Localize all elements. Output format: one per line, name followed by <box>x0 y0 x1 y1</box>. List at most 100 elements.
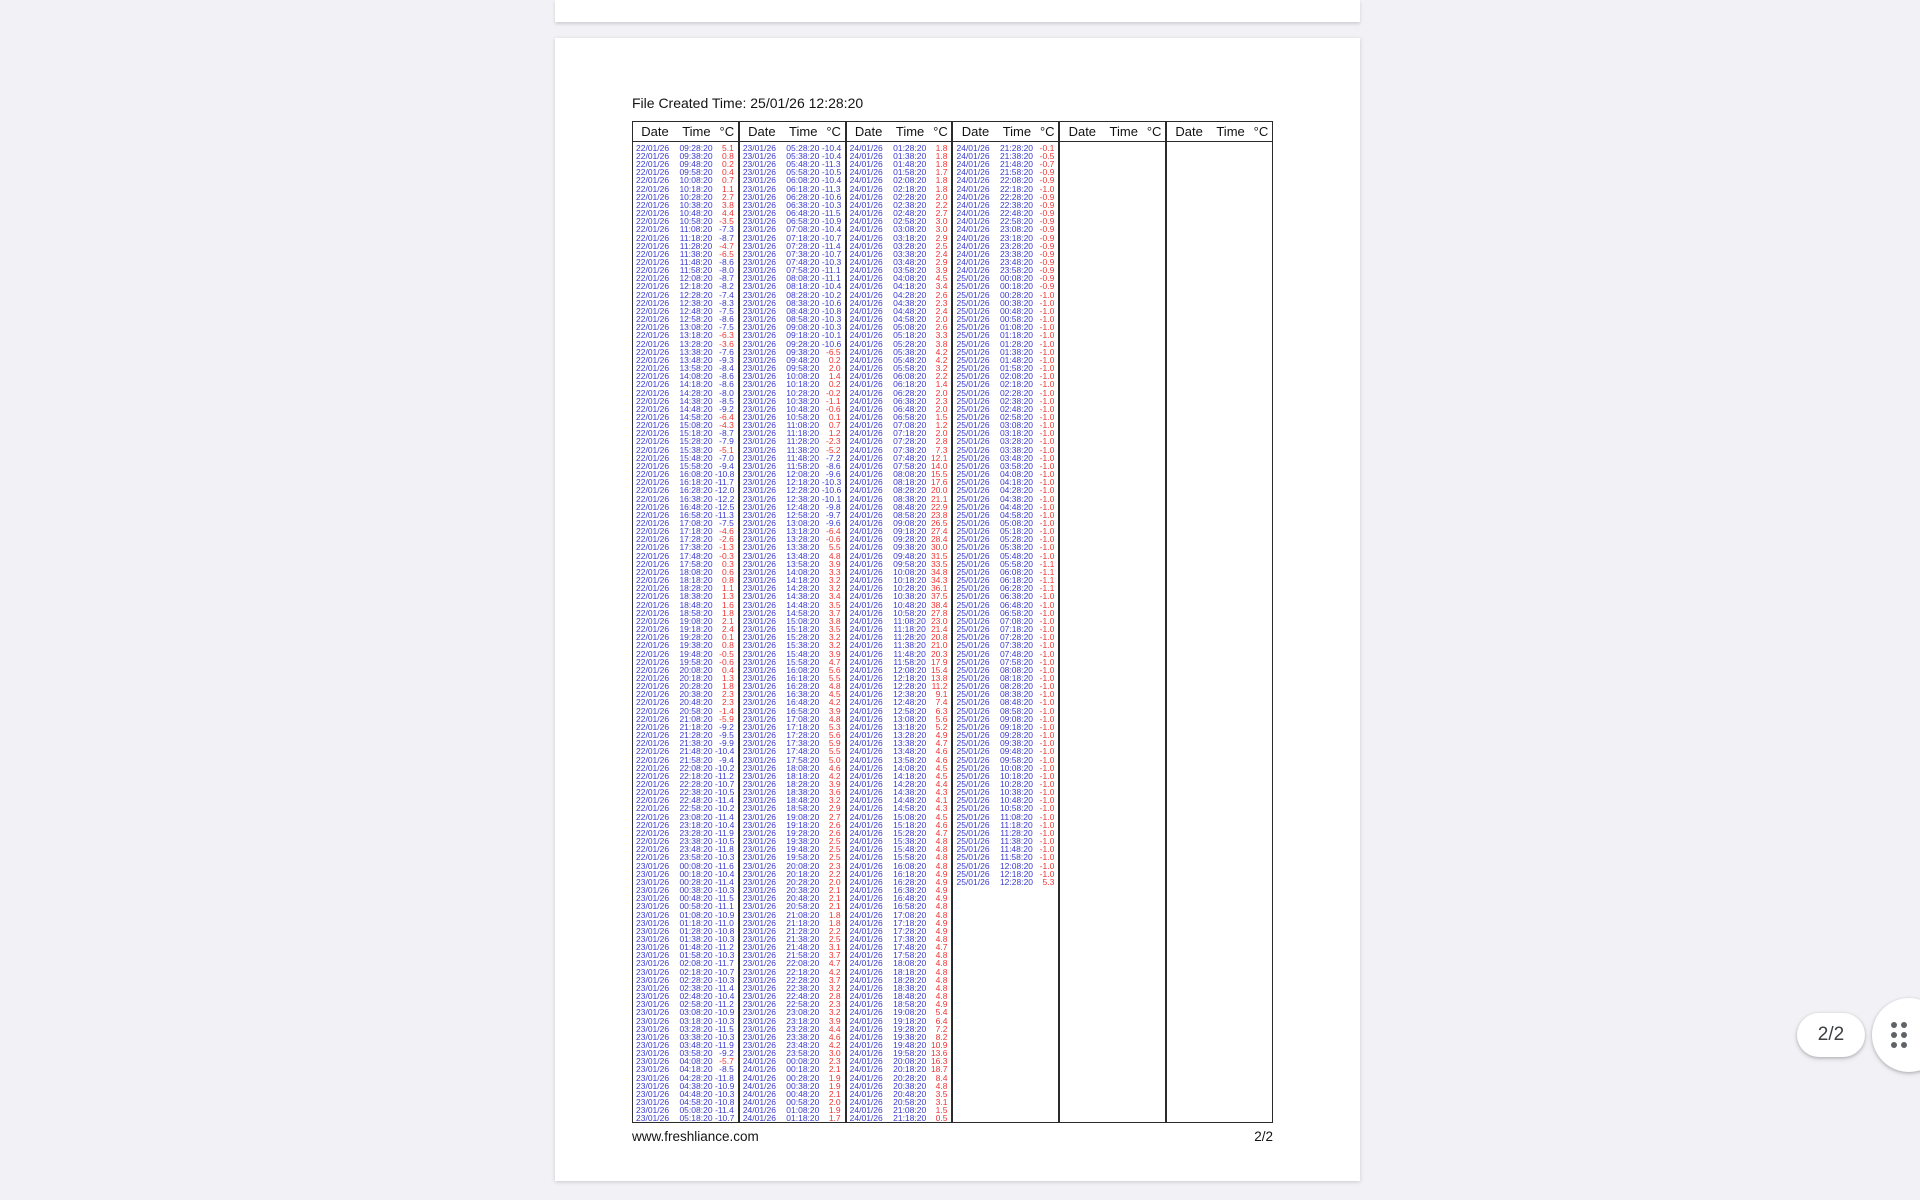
cell-time: 16:38:20 <box>893 885 927 896</box>
table-row: 24/01/26 19:28:20 7.2 <box>847 1025 952 1033</box>
table-row: 23/01/26 09:38:20 -6.5 <box>740 348 845 356</box>
cell-date: 23/01/26 <box>742 566 776 577</box>
cell-time: 16:08:20 <box>679 469 713 480</box>
cell-temperature: 2.7 <box>828 811 841 822</box>
table-row: 24/01/26 06:18:20 1.4 <box>847 380 952 389</box>
cell-time: 04:18:20 <box>893 281 927 292</box>
cell-date: 23/01/26 <box>742 550 776 561</box>
cell-date: 22/01/26 <box>636 289 670 300</box>
cell-temperature: 1.8 <box>935 175 948 186</box>
cell-time: 15:28:20 <box>786 632 820 643</box>
cell-date: 22/01/26 <box>636 640 670 651</box>
cell-date: 23/01/26 <box>742 681 776 692</box>
cell-date: 23/01/26 <box>742 501 776 512</box>
cell-time: 12:58:20 <box>679 314 713 325</box>
table-row: 23/01/26 22:48:20 2.8 <box>740 992 845 1000</box>
cell-date: 23/01/26 <box>636 966 670 977</box>
cell-date: 24/01/26 <box>849 542 883 553</box>
cell-date: 25/01/26 <box>956 371 990 382</box>
cell-temperature: -1.0 <box>1039 827 1055 838</box>
cell-temperature: -0.5 <box>1039 150 1055 161</box>
cell-temperature: 4.2 <box>828 1040 841 1051</box>
cell-temperature: -10.8 <box>715 925 735 936</box>
cell-date: 22/01/26 <box>636 248 670 259</box>
cell-temperature: -10.3 <box>715 1088 735 1099</box>
cell-temperature: 4.5 <box>935 770 948 781</box>
cell-time: 00:48:20 <box>786 1088 820 1099</box>
table-row: 24/01/26 09:18:20 27.4 <box>847 527 952 535</box>
cell-date: 23/01/26 <box>742 876 776 887</box>
cell-temperature: -11.4 <box>715 795 734 806</box>
cell-date: 22/01/26 <box>636 624 670 635</box>
table-row: 24/01/26 06:58:20 1.5 <box>847 413 952 421</box>
cell-temperature: -9.9 <box>719 738 734 749</box>
table-row: 23/01/26 09:58:20 2.0 <box>740 364 845 372</box>
cell-time: 02:08:20 <box>893 175 927 186</box>
column-body: 22/01/26 09:28:20 5.1 22/01/26 09:38:20 0.8 22… <box>633 142 738 1122</box>
cell-time: 21:18:20 <box>679 721 713 732</box>
cell-time: 05:38:20 <box>893 346 927 357</box>
table-row: 22/01/26 20:18:20 1.3 <box>633 674 738 682</box>
cell-temperature: 2.3 <box>722 689 734 700</box>
cell-temperature: 3.8 <box>935 338 948 349</box>
cell-time: 03:18:20 <box>893 232 927 243</box>
cell-date: 24/01/26 <box>849 297 883 308</box>
table-row: 25/01/26 07:08:20 -1.0 <box>953 617 1058 625</box>
table-row: 24/01/26 17:48:20 4.7 <box>847 943 952 951</box>
table-row: 25/01/26 06:28:20 -1.1 <box>953 584 1058 592</box>
cell-time: 02:38:20 <box>893 199 927 210</box>
cell-time: 06:48:20 <box>893 403 927 414</box>
table-row: 25/01/26 02:38:20 -1.0 <box>953 397 1058 405</box>
cell-temperature: 2.3 <box>935 297 948 308</box>
table-row: 24/01/26 00:58:20 2.0 <box>740 1098 845 1106</box>
table-row: 22/01/26 19:48:20 -0.5 <box>633 650 738 658</box>
table-row: 23/01/26 06:38:20 -10.3 <box>740 201 845 209</box>
cell-temperature: -8.7 <box>719 273 734 284</box>
cell-temperature: -4.7 <box>719 240 734 251</box>
cell-date: 22/01/26 <box>636 558 670 569</box>
table-row: 23/01/26 21:08:20 1.8 <box>740 911 845 919</box>
cell-temperature: 4.8 <box>935 958 948 969</box>
cell-temperature: 4.8 <box>935 852 948 863</box>
cell-time: 10:18:20 <box>786 379 820 390</box>
cell-temperature: -0.9 <box>1039 281 1055 292</box>
cell-temperature: -7.4 <box>719 289 734 300</box>
cell-time: 18:38:20 <box>679 591 713 602</box>
table-row: 22/01/26 13:18:20 -6.3 <box>633 331 738 340</box>
table-row: 22/01/26 09:58:20 0.4 <box>633 168 738 176</box>
cell-time: 08:48:20 <box>786 305 820 316</box>
cell-date: 24/01/26 <box>849 575 883 586</box>
table-row: 23/01/26 08:48:20 -10.8 <box>740 307 845 315</box>
cell-date: 24/01/26 <box>849 754 883 765</box>
cell-temperature: -10.8 <box>715 1097 735 1108</box>
cell-temperature: 18.7 <box>930 1064 948 1075</box>
cell-time: 22:38:20 <box>679 787 713 798</box>
cell-temperature: 34.8 <box>930 566 948 577</box>
table-row: 24/01/26 09:38:20 30.0 <box>847 542 952 553</box>
cell-temperature: -10.4 <box>715 746 735 757</box>
table-row: 23/01/26 04:58:20 -10.8 <box>633 1098 738 1106</box>
cell-temperature: -1.0 <box>1039 371 1055 382</box>
cell-time: 08:08:20 <box>893 469 927 480</box>
cell-date: 25/01/26 <box>956 305 990 316</box>
cell-date: 22/01/26 <box>636 444 670 455</box>
cell-time: 14:18:20 <box>679 379 713 390</box>
table-row: 24/01/26 20:48:20 3.5 <box>847 1090 952 1098</box>
table-row: 23/01/26 15:38:20 3.2 <box>740 641 845 650</box>
cell-date: 25/01/26 <box>956 819 990 830</box>
cell-temperature: 1.8 <box>828 909 841 920</box>
cell-temperature: -0.9 <box>1039 248 1055 259</box>
grid-view-button[interactable] <box>1872 998 1920 1072</box>
column-header-row: Date Time °C <box>739 122 845 142</box>
cell-temperature: 0.7 <box>722 175 734 186</box>
table-row: 24/01/26 13:38:20 4.7 <box>847 739 952 747</box>
cell-time: 09:38:20 <box>893 542 927 553</box>
cell-time: 04:38:20 <box>679 1080 713 1091</box>
cell-date: 23/01/26 <box>742 289 776 300</box>
cell-time: 03:18:20 <box>999 428 1034 439</box>
cell-time: 10:28:20 <box>679 191 713 202</box>
table-row: 22/01/26 14:38:20 -8.5 <box>633 397 738 405</box>
cell-temperature: 4.8 <box>935 844 948 855</box>
cell-time: 11:18:20 <box>1000 819 1033 830</box>
